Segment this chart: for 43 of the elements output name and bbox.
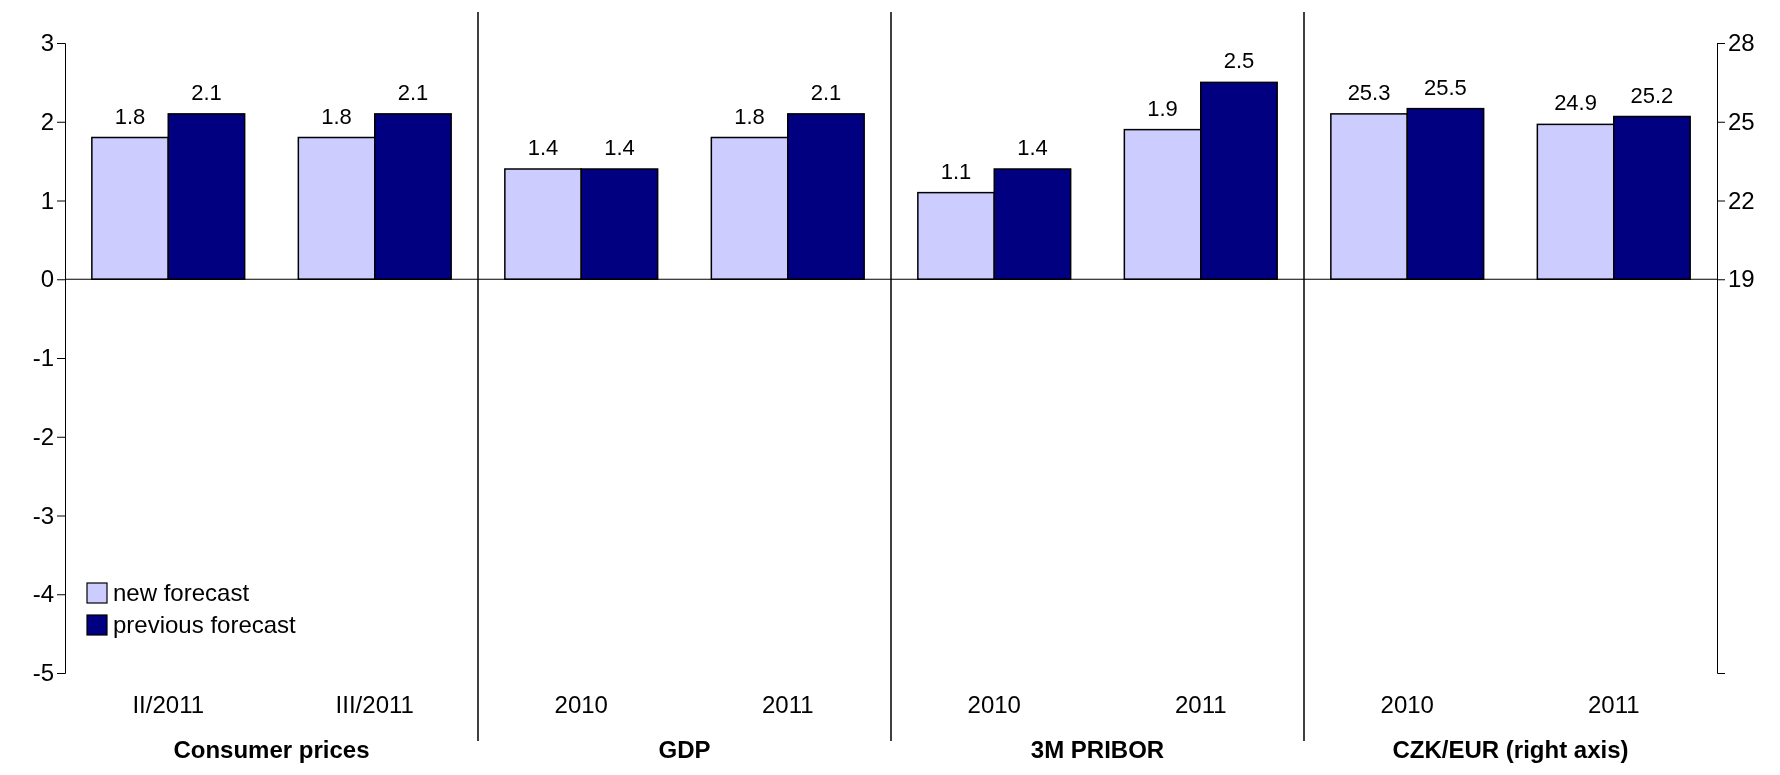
x-tick-label: III/2011: [335, 691, 414, 718]
data-label: 1.8: [114, 103, 146, 129]
y-tick-label: -3: [32, 501, 54, 529]
data-label: 25.3: [1347, 79, 1391, 105]
y2-tick-label: 19: [1728, 265, 1755, 293]
text: 3M PRIBOR: [1030, 736, 1165, 763]
data-label: 24.9: [1554, 90, 1597, 116]
data-label: 1.8: [734, 103, 765, 129]
text: CZK/EUR (right axis): [1392, 736, 1629, 763]
legend-label: previous forecast: [113, 611, 297, 638]
y-tick-label: -2: [32, 422, 54, 450]
y-tick-label: 1: [40, 186, 54, 214]
x-tick-label: 2011: [761, 691, 814, 718]
y-tick-label: 0: [40, 265, 54, 293]
text: Consumer prices: [173, 736, 370, 763]
data-label: 2.5: [1223, 48, 1255, 74]
y-tick-label: -4: [32, 580, 54, 608]
x-tick-label: 2010: [967, 691, 1021, 718]
data-label: 25.2: [1630, 82, 1674, 108]
x-tick-label: II/2011: [132, 691, 205, 718]
data-label: 1.1: [940, 158, 972, 184]
y-tick-label: 3: [40, 29, 54, 57]
x-tick-label: 2010: [1380, 691, 1434, 718]
y2-tick-label: 25: [1728, 107, 1755, 135]
data-label: 25.5: [1424, 74, 1467, 100]
legend-label: new forecast: [113, 579, 250, 606]
data-label: 1.4: [604, 135, 635, 160]
data-label: 1.4: [527, 135, 559, 160]
y-tick-label: -1: [32, 344, 54, 372]
text: GDP: [658, 736, 711, 763]
data-label: 2.1: [810, 79, 842, 105]
data-label: 2.1: [397, 79, 429, 105]
data-label: 2.1: [191, 79, 222, 105]
data-label: 1.8: [321, 103, 352, 129]
x-tick-label: 2011: [1174, 691, 1227, 718]
y2-tick-label: 22: [1728, 186, 1755, 214]
data-label: 1.4: [1017, 135, 1048, 160]
y-tick-label: -5: [32, 659, 54, 687]
data-label: 1.9: [1147, 95, 1178, 121]
x-tick-label: 2010: [554, 691, 608, 718]
y2-tick-label: 28: [1728, 29, 1755, 57]
x-tick-label: 2011: [1587, 691, 1640, 718]
y-tick-label: 2: [40, 107, 54, 135]
